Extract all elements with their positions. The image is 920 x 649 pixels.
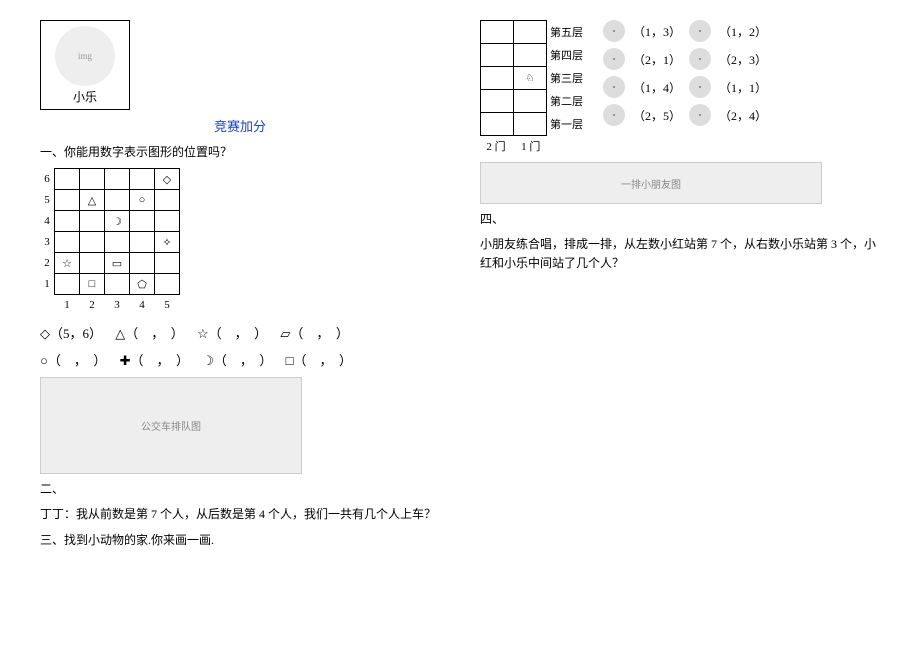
- animal-icon: •: [689, 48, 711, 70]
- floor-label: 第二层: [547, 90, 591, 113]
- question-4-text: 小朋友练合唱，排成一排，从左数小红站第 7 个，从右数小乐站第 3 个，小红和小…: [480, 235, 880, 273]
- door-labels: 2 门 1 门: [480, 138, 591, 154]
- row-label: 6: [40, 169, 55, 190]
- animal-icon: •: [603, 76, 625, 98]
- xiaole-illustration: img: [55, 26, 115, 86]
- floor3-marker: ♘: [514, 67, 547, 90]
- question-2-label: 二、: [40, 480, 440, 499]
- xiaole-figure-box: img 小乐: [40, 20, 130, 110]
- question-2-text: 丁丁：我从前数是第 7 个人，从后数是第 4 个人，我们一共有几个人上车？: [40, 505, 440, 524]
- animal-coord: （1，2）: [719, 23, 767, 40]
- animal-coord: （2，3）: [719, 51, 767, 68]
- left-column: img 小乐 竞赛加分 一、你能用数字表示图形的位置吗？ 6 ◇ 5 △ ○ 4 ☽ 3…: [40, 20, 440, 556]
- grid-cell: □: [80, 274, 105, 295]
- shape-answer: ✚（ ， ）: [120, 353, 189, 368]
- floor-label: 第四层: [547, 44, 591, 67]
- grid-cell: ◇: [155, 169, 180, 190]
- col-label: 1: [55, 295, 80, 316]
- row-label: 4: [40, 211, 55, 232]
- kids-row-illustration: 一排小朋友图: [480, 162, 822, 204]
- animal-icon: •: [689, 76, 711, 98]
- coordinate-grid: 6◇ 5△○ 4☽ 3✧ 2☆▭ 1□⬠ 1 2 3 4 5: [40, 168, 180, 315]
- animal-coord: （2，4）: [719, 107, 767, 124]
- col-label: 2: [80, 295, 105, 316]
- animal-icon: •: [603, 104, 625, 126]
- col-label: 4: [130, 295, 155, 316]
- animal-coord: （2，1）: [633, 51, 681, 68]
- floor-label: 第五层: [547, 21, 591, 44]
- grid-cell: ⬠: [130, 274, 155, 295]
- shape-answer: ☆（ ， ）: [197, 326, 267, 341]
- row-label: 1: [40, 274, 55, 295]
- bus-illustration: 公交车排队图: [40, 377, 302, 474]
- grid-cell: ✧: [155, 232, 180, 253]
- col-label: 3: [105, 295, 130, 316]
- animal-icon: •: [603, 20, 625, 42]
- animals-grid: • （1，3） • （1，2） • （2，1） • （2，3） • （1，4） • （1，1…: [603, 20, 767, 126]
- building-grid: 第五层 第四层 ♘第三层 第二层 第一层: [480, 20, 591, 136]
- shape-answer: △（ ， ）: [115, 326, 184, 341]
- question-3-title: 三、找到小动物的家.你来画一画.: [40, 531, 440, 550]
- grid-cell: ☽: [105, 211, 130, 232]
- door-1: 1 门: [515, 138, 547, 154]
- door-2: 2 门: [480, 138, 512, 154]
- animal-icon: •: [689, 104, 711, 126]
- right-column: 第五层 第四层 ♘第三层 第二层 第一层 2 门 1 门 • （1，3） • （1，…: [480, 20, 880, 556]
- shape-answer: ◇（5，6）: [40, 326, 102, 341]
- row-label: 5: [40, 190, 55, 211]
- xiaole-caption: 小乐: [73, 88, 97, 105]
- grid-cell: △: [80, 190, 105, 211]
- grid-cell: ☆: [55, 253, 80, 274]
- animal-icon: •: [689, 20, 711, 42]
- shape-answer: ○（ ， ）: [40, 353, 106, 368]
- grid-cell: ▭: [105, 253, 130, 274]
- shape-answer: ☽（ ， ）: [202, 353, 272, 368]
- building-and-animals: 第五层 第四层 ♘第三层 第二层 第一层 2 门 1 门 • （1，3） • （1，…: [480, 20, 880, 154]
- floor-label: 第一层: [547, 113, 591, 136]
- shape-answer: ▱（ ， ）: [280, 326, 349, 341]
- animal-coord: （1，1）: [719, 79, 767, 96]
- bonus-title: 竞赛加分: [40, 116, 440, 135]
- animal-icon: •: [603, 48, 625, 70]
- col-label: 5: [155, 295, 180, 316]
- building-block: 第五层 第四层 ♘第三层 第二层 第一层 2 门 1 门: [480, 20, 591, 154]
- question-4-label: 四、: [480, 210, 880, 229]
- question-1-title: 一、你能用数字表示图形的位置吗？: [40, 143, 440, 162]
- animal-coord: （1，4）: [633, 79, 681, 96]
- grid-cell: ○: [130, 190, 155, 211]
- shape-answer: □（ ， ）: [286, 353, 352, 368]
- row-label: 3: [40, 232, 55, 253]
- shape-answers-line-1: ◇（5，6） △（ ， ） ☆（ ， ） ▱（ ， ）: [40, 323, 440, 342]
- row-label: 2: [40, 253, 55, 274]
- shape-answers-line-2: ○（ ， ） ✚（ ， ） ☽（ ， ） □（ ， ）: [40, 350, 440, 369]
- floor-label: 第三层: [547, 67, 591, 90]
- animal-coord: （2，5）: [633, 107, 681, 124]
- animal-coord: （1，3）: [633, 23, 681, 40]
